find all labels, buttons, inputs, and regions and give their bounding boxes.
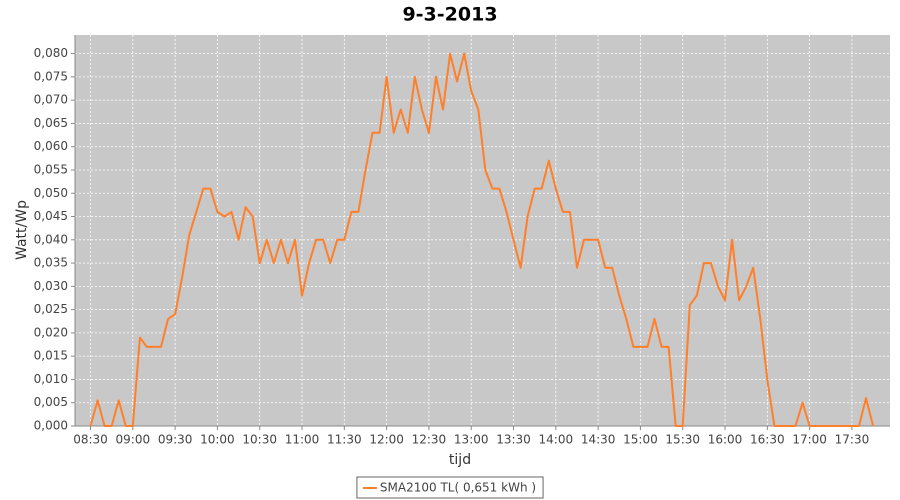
x-tick-label: 10:30 — [242, 433, 277, 447]
x-tick-label: 13:30 — [496, 433, 531, 447]
x-tick-label: 09:00 — [116, 433, 151, 447]
x-tick-label: 15:30 — [665, 433, 700, 447]
y-tick-label: 0,005 — [34, 395, 68, 409]
x-tick-label: 11:30 — [327, 433, 362, 447]
x-tick-label: 10:00 — [200, 433, 235, 447]
x-tick-label: 14:00 — [539, 433, 574, 447]
y-tick-label: 0,010 — [34, 372, 68, 386]
data-line — [89, 52, 875, 427]
y-axis-label: Watt/Wp — [14, 200, 30, 260]
x-tick-label: 11:00 — [285, 433, 320, 447]
y-tick-label: 0,080 — [34, 46, 68, 60]
x-tick-label: 12:00 — [369, 433, 404, 447]
legend-label: SMA2100 TL( 0,651 kWh ) — [380, 481, 536, 495]
x-tick-label: 17:00 — [792, 433, 827, 447]
x-tick-label: 16:30 — [750, 433, 785, 447]
y-tick-label: 0,045 — [34, 209, 68, 223]
y-tick-label: 0,065 — [34, 116, 68, 130]
chart-title: 9-3-2013 — [402, 4, 497, 26]
x-tick-label: 15:00 — [623, 433, 658, 447]
x-tick-label: 12:30 — [412, 433, 447, 447]
y-tick-label: 0,060 — [34, 139, 68, 153]
x-tick-label: 08:30 — [73, 433, 108, 447]
y-tick-label: 0,070 — [34, 93, 68, 107]
y-tick-label: 0,040 — [34, 232, 68, 246]
y-tick-label: 0,075 — [34, 69, 68, 83]
y-tick-label: 0,020 — [34, 325, 68, 339]
y-tick-label: 0,025 — [34, 302, 68, 316]
x-tick-label: 13:00 — [454, 433, 489, 447]
y-tick-label: 0,055 — [34, 162, 68, 176]
y-tick-label: 0,030 — [34, 279, 68, 293]
y-tick-label: 0,015 — [34, 349, 68, 363]
plot-area — [75, 35, 890, 426]
x-axis-label: tijd — [449, 452, 471, 468]
x-tick-label: 09:30 — [158, 433, 193, 447]
y-tick-label: 0,050 — [34, 186, 68, 200]
x-tick-label: 17:30 — [835, 433, 870, 447]
x-tick-label: 16:00 — [708, 433, 743, 447]
x-tick-label: 14:30 — [581, 433, 616, 447]
y-tick-label: 0,000 — [34, 419, 68, 433]
legend-box — [356, 476, 544, 499]
y-tick-label: 0,035 — [34, 256, 68, 270]
